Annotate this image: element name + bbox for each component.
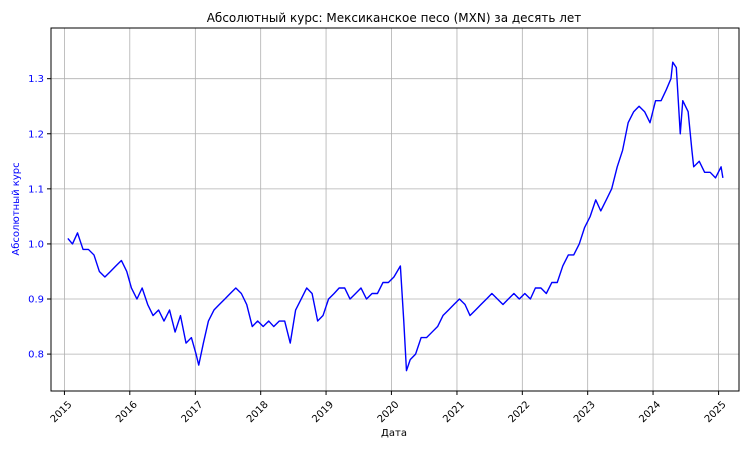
y-tick-label: 0.9: [28, 295, 44, 306]
series-line: [67, 61, 724, 372]
y-tick-label: 0.8: [28, 350, 44, 361]
y-tick-label: 1.1: [28, 184, 44, 195]
plot-frame: [50, 27, 740, 392]
y-tick-label: 1.0: [28, 239, 44, 250]
x-axis-label: Дата: [381, 428, 407, 439]
y-axis: 0.8 0.9 1.0 1.1 1.2 1.3: [28, 74, 51, 361]
y-tick-label: 1.3: [28, 74, 44, 85]
chart-title: Абсолютный курс: Мексиканское песо (MXN)…: [207, 11, 582, 25]
grid-lines: [51, 28, 739, 391]
y-tick-label: 1.2: [28, 129, 44, 140]
y-axis-label: Абсолютный курс: [11, 162, 22, 255]
